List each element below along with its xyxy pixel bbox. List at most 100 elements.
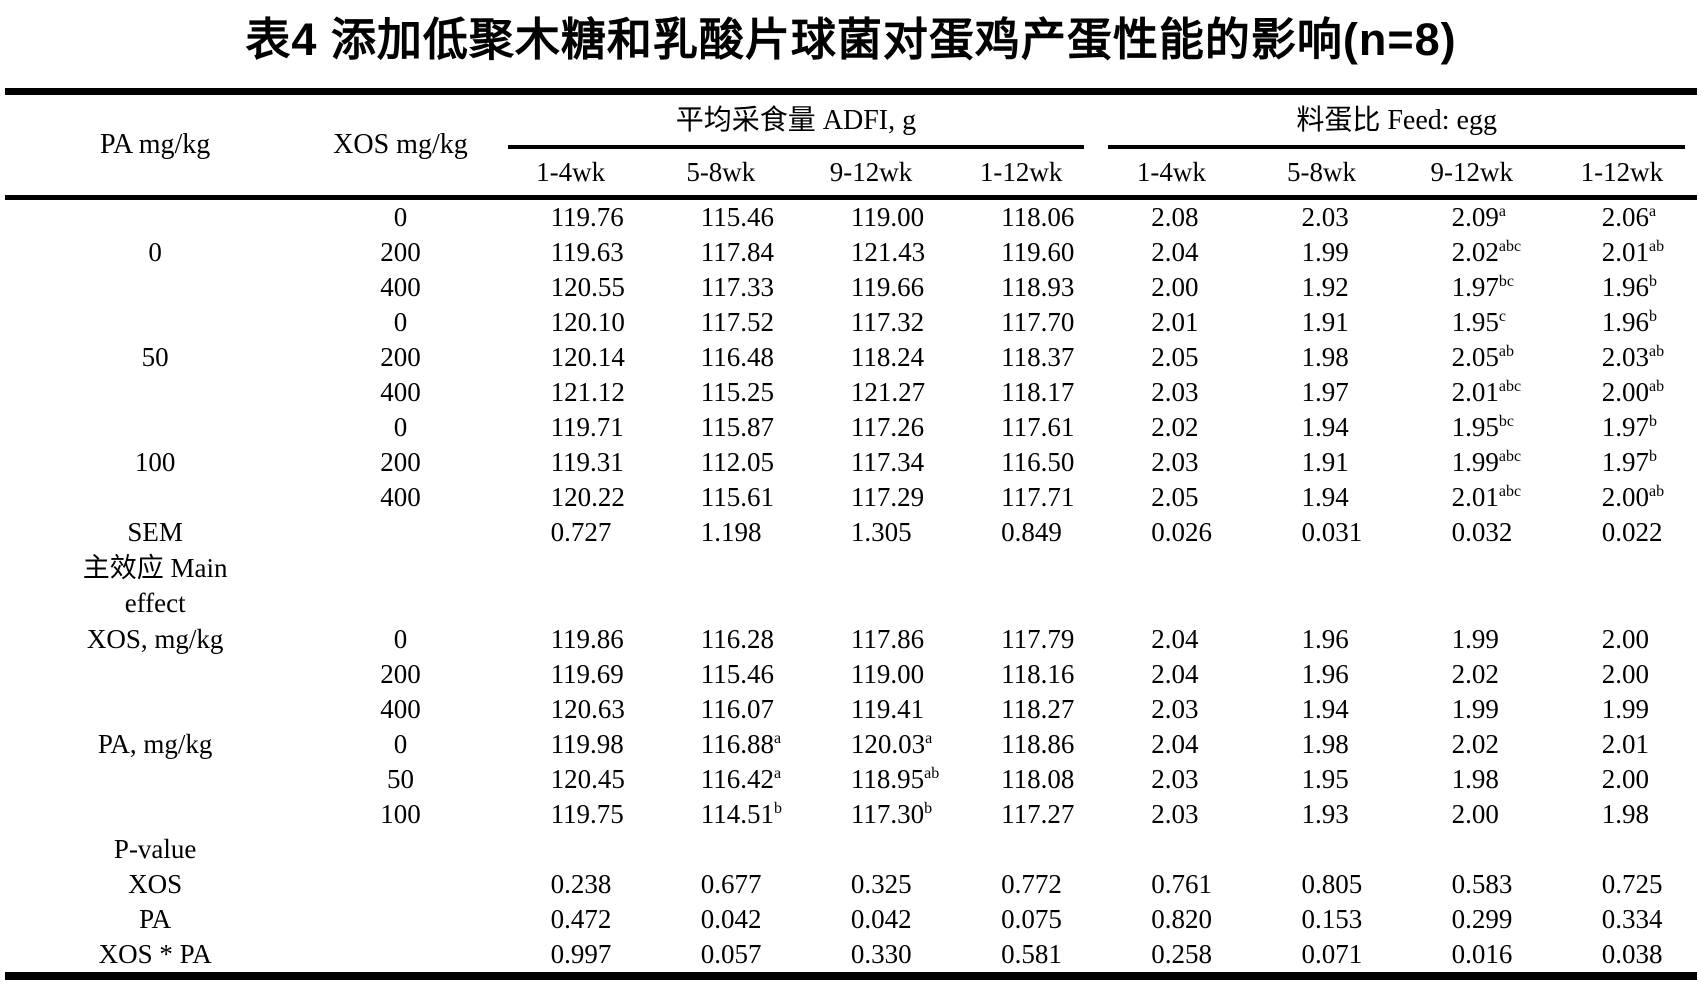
- significance-superscript: c: [1498, 308, 1506, 325]
- value-cell: 120.63: [550, 694, 625, 724]
- row-label-cell: 100: [134, 447, 176, 477]
- value-cell: 1.98: [1301, 342, 1349, 372]
- value-cell: 0.022: [1601, 517, 1663, 547]
- value-cell: 1.92: [1301, 272, 1349, 302]
- value-cell: 1.97bc: [1451, 272, 1514, 302]
- value-cell: 1.96b: [1601, 272, 1658, 302]
- xos-level-cell: [305, 902, 495, 937]
- value-cell: 116.28: [700, 624, 774, 654]
- value-cell: [1246, 832, 1396, 867]
- value-cell: 0.026: [1151, 517, 1213, 547]
- feed-egg-group-label: 料蛋比 Feed: egg: [1108, 98, 1685, 149]
- value-cell: 1.99: [1601, 694, 1650, 724]
- table-row: 400 120.63 116.07 119.41 118.27 2.03 1.94 1.99 1…: [5, 692, 1697, 727]
- feed-egg-group-header: 料蛋比 Feed: egg: [1096, 92, 1697, 149]
- significance-superscript: ab: [1649, 238, 1665, 255]
- value-cell: 118.93: [1001, 272, 1075, 302]
- xos-level-cell: [305, 550, 495, 622]
- value-cell: 2.00: [1601, 624, 1650, 654]
- value-cell: 121.43: [850, 237, 926, 267]
- value-cell: 2.00: [1601, 659, 1650, 689]
- significance-superscript: abc: [1498, 378, 1522, 395]
- value-cell: 2.06a: [1601, 202, 1657, 232]
- value-cell: 2.00ab: [1601, 482, 1665, 512]
- adfi-period-header-4: 1-12wk: [946, 149, 1097, 200]
- value-cell: 1.97: [1301, 377, 1349, 407]
- row-label-cell: [5, 797, 305, 832]
- value-cell: 119.98: [550, 729, 624, 759]
- table-row: 0 120.10 117.52 117.32 117.70 2.01 1.91 1.95c 1.…: [5, 305, 1697, 340]
- header-row-periods: 1-4wk 5-8wk 9-12wk 1-12wk 1-4wk 5-8wk 9-…: [5, 149, 1697, 200]
- table-row: XOS * PA 0.997 0.057 0.330 0.581 0.258 0.071 0.…: [5, 937, 1697, 976]
- row-label-cell: [5, 762, 305, 797]
- value-cell: 1.91: [1301, 307, 1349, 337]
- value-cell: 2.08: [1151, 202, 1199, 232]
- significance-superscript: a: [1649, 203, 1657, 220]
- value-cell: 2.05: [1151, 342, 1199, 372]
- value-cell: [1547, 550, 1697, 622]
- value-cell: 0.997: [550, 939, 612, 969]
- value-cell: [496, 832, 646, 867]
- value-cell: 120.45: [550, 764, 625, 794]
- row-label-cell: [5, 692, 305, 727]
- value-cell: 2.01abc: [1451, 377, 1522, 407]
- value-cell: 2.04: [1151, 237, 1199, 267]
- xos-level-cell: 0: [393, 624, 408, 654]
- value-cell: 0.583: [1451, 869, 1513, 899]
- significance-superscript: bc: [1498, 413, 1514, 430]
- value-cell: 0.299: [1451, 904, 1513, 934]
- xos-level-cell: 0: [393, 412, 408, 442]
- pa-column-header: PA mg/kg: [5, 91, 306, 200]
- value-cell: 119.86: [550, 624, 624, 654]
- row-label-cell: PA: [139, 904, 172, 934]
- value-cell: 119.00: [850, 202, 925, 232]
- significance-superscript: b: [1649, 413, 1658, 430]
- row-label-cell: [5, 198, 305, 236]
- value-cell: 2.09a: [1451, 202, 1506, 232]
- feed-period-header-1: 1-4wk: [1096, 149, 1247, 200]
- value-cell: 117.27: [1001, 799, 1075, 829]
- table-row: 50 120.45 116.42a 118.95ab 118.08 2.03 1.95 1.9…: [5, 762, 1697, 797]
- value-cell: 2.03: [1151, 694, 1199, 724]
- value-cell: 118.08: [1001, 764, 1075, 794]
- significance-superscript: a: [773, 730, 782, 747]
- value-cell: 119.76: [550, 202, 624, 232]
- value-cell: 112.05: [700, 447, 774, 477]
- significance-superscript: a: [773, 765, 782, 782]
- table-row: 400 120.55 117.33 119.66 118.93 2.00 1.92 1.97b…: [5, 270, 1697, 305]
- adfi-group-label: 平均采食量 ADFI, g: [507, 98, 1085, 149]
- value-cell: 2.05ab: [1451, 342, 1514, 372]
- xos-level-cell: 0: [393, 307, 408, 337]
- xos-level-cell: 200: [380, 342, 421, 372]
- xos-level-cell: 400: [380, 377, 421, 407]
- xos-level-cell: 0: [393, 202, 408, 232]
- value-cell: 0.805: [1301, 869, 1363, 899]
- value-cell: 0.581: [1001, 939, 1062, 969]
- value-cell: 118.24: [850, 342, 925, 372]
- value-cell: 0.472: [550, 904, 612, 934]
- value-cell: 119.41: [850, 694, 925, 724]
- adfi-group-header: 平均采食量 ADFI, g: [496, 92, 1097, 149]
- value-cell: 119.75: [550, 799, 624, 829]
- value-cell: 0.761: [1151, 869, 1213, 899]
- significance-superscript: a: [1498, 203, 1506, 220]
- value-cell: 1.96: [1301, 659, 1349, 689]
- value-cell: 2.01: [1601, 729, 1650, 759]
- row-label-cell: [5, 375, 305, 410]
- row-label-cell: PA, mg/kg: [97, 729, 213, 759]
- adfi-period-header-1: 1-4wk: [495, 149, 646, 200]
- row-label-cell: 50: [141, 342, 169, 372]
- value-cell: 2.03: [1301, 202, 1349, 232]
- significance-superscript: abc: [1498, 448, 1522, 465]
- value-cell: [1096, 550, 1246, 622]
- value-cell: 119.63: [550, 237, 624, 267]
- table-title: 表4 添加低聚木糖和乳酸片球菌对蛋鸡产蛋性能的影响(n=8): [245, 14, 1457, 65]
- significance-superscript: abc: [1498, 483, 1522, 500]
- table-body: 0 119.76 115.46 119.00 118.06 2.08 2.03 2.09a 2.…: [5, 198, 1697, 977]
- table-row: 200 119.69 115.46 119.00 118.16 2.04 1.96 2.02 2…: [5, 657, 1697, 692]
- value-cell: [1547, 832, 1697, 867]
- value-cell: 118.27: [1001, 694, 1075, 724]
- value-cell: 2.00ab: [1601, 377, 1665, 407]
- xos-level-cell: 400: [380, 694, 421, 724]
- significance-superscript: ab: [1498, 343, 1514, 360]
